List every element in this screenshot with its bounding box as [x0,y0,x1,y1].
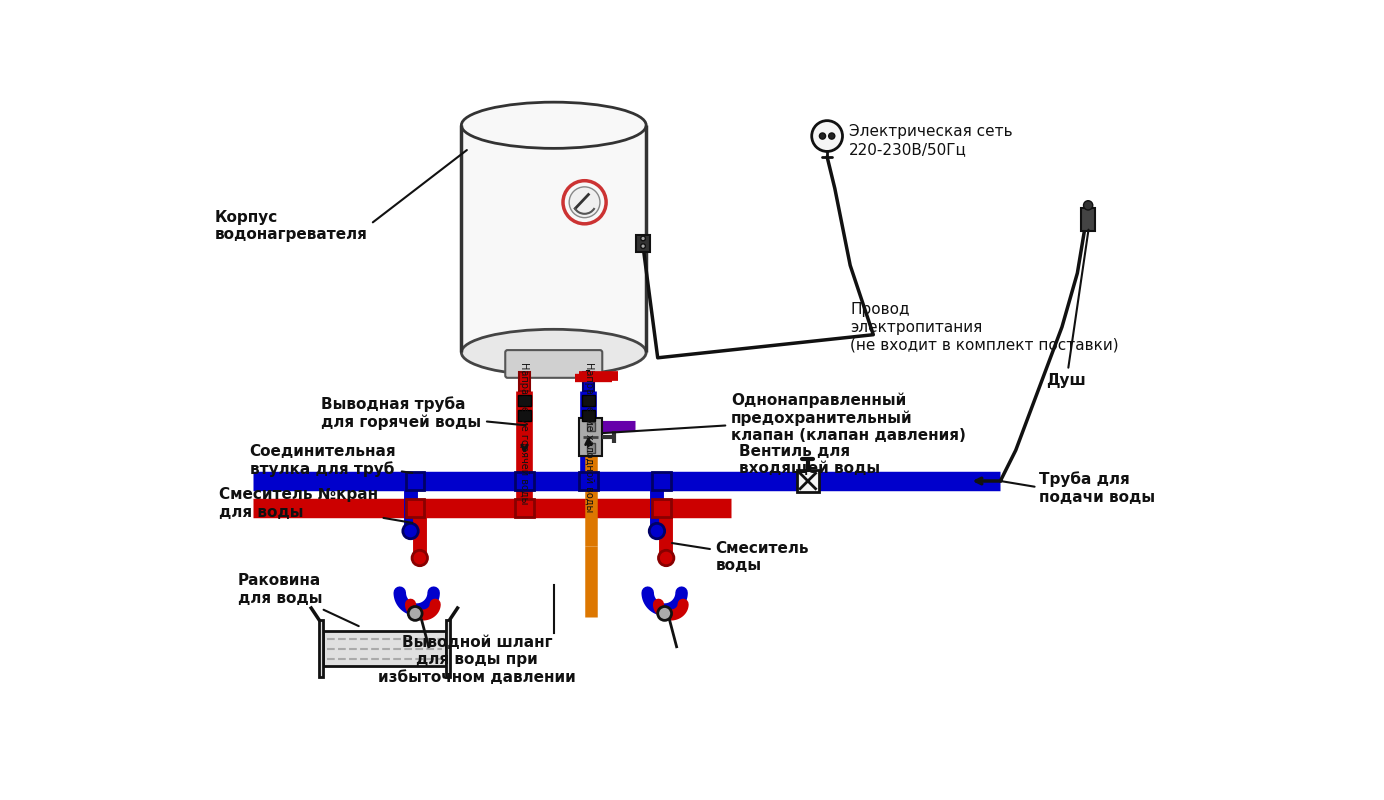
Text: Вентиль для
входящей воды: Вентиль для входящей воды [739,444,880,477]
Bar [587,422,595,431]
Text: Смеситель №кран
для воды: Смеситель №кран для воды [219,487,412,523]
Circle shape [641,244,645,249]
Circle shape [649,523,664,538]
Circle shape [811,121,843,151]
Bar [461,126,646,353]
Bar [583,372,594,391]
Circle shape [412,550,428,566]
Bar [519,410,530,421]
Text: Смеситель
воды: Смеситель воды [673,541,810,574]
Circle shape [819,133,826,139]
Text: Выводная труба
для горячей воды: Выводная труба для горячей воды [321,396,526,430]
Text: Раковина
для воды: Раковина для воды [238,574,358,626]
Bar [322,631,446,666]
Bar [318,619,322,678]
Bar [406,472,425,490]
Text: Корпус
водонагревателя: Корпус водонагревателя [215,150,466,242]
Circle shape [641,236,645,241]
Bar [583,394,595,406]
Circle shape [659,550,674,566]
Bar [1081,208,1095,230]
Bar [519,372,530,391]
Bar [652,472,671,490]
Text: Выводной шланг
для воды при
избыточном давлении: Выводной шланг для воды при избыточном д… [378,635,576,685]
Bar [406,498,425,517]
Bar [515,498,534,517]
Circle shape [1084,201,1093,210]
FancyBboxPatch shape [505,350,602,378]
Text: Труба для
подачи воды: Труба для подачи воды [1039,472,1156,505]
Circle shape [657,606,671,620]
Circle shape [563,181,606,224]
Bar [515,472,534,490]
Text: Соединительная
втулка для труб: Соединительная втулка для труб [249,444,412,478]
Bar [519,394,530,406]
Ellipse shape [461,102,646,148]
Bar [637,234,650,251]
Bar [583,410,595,421]
Text: Провод
электропитания
(не входит в комплект поставки): Провод электропитания (не входит в компл… [850,302,1118,352]
Circle shape [569,187,599,218]
Bar [579,418,602,456]
Circle shape [408,606,422,620]
Text: Электрическая сеть
220-230В/50Гц: Электрическая сеть 220-230В/50Гц [848,125,1012,157]
Circle shape [829,133,835,139]
Text: Направление холодной воды: Направление холодной воды [584,362,594,512]
Bar [652,498,671,517]
Ellipse shape [461,330,646,375]
Bar [579,472,598,490]
Bar [446,619,450,678]
Text: Душ: Душ [1046,230,1088,388]
Bar [587,443,595,453]
Text: Направление горячей воды: Направление горячей воды [519,362,529,505]
Circle shape [403,523,418,538]
Text: Однонаправленный
предохранительный
клапан (клапан давления): Однонаправленный предохранительный клапа… [603,393,966,443]
Bar [797,470,819,492]
